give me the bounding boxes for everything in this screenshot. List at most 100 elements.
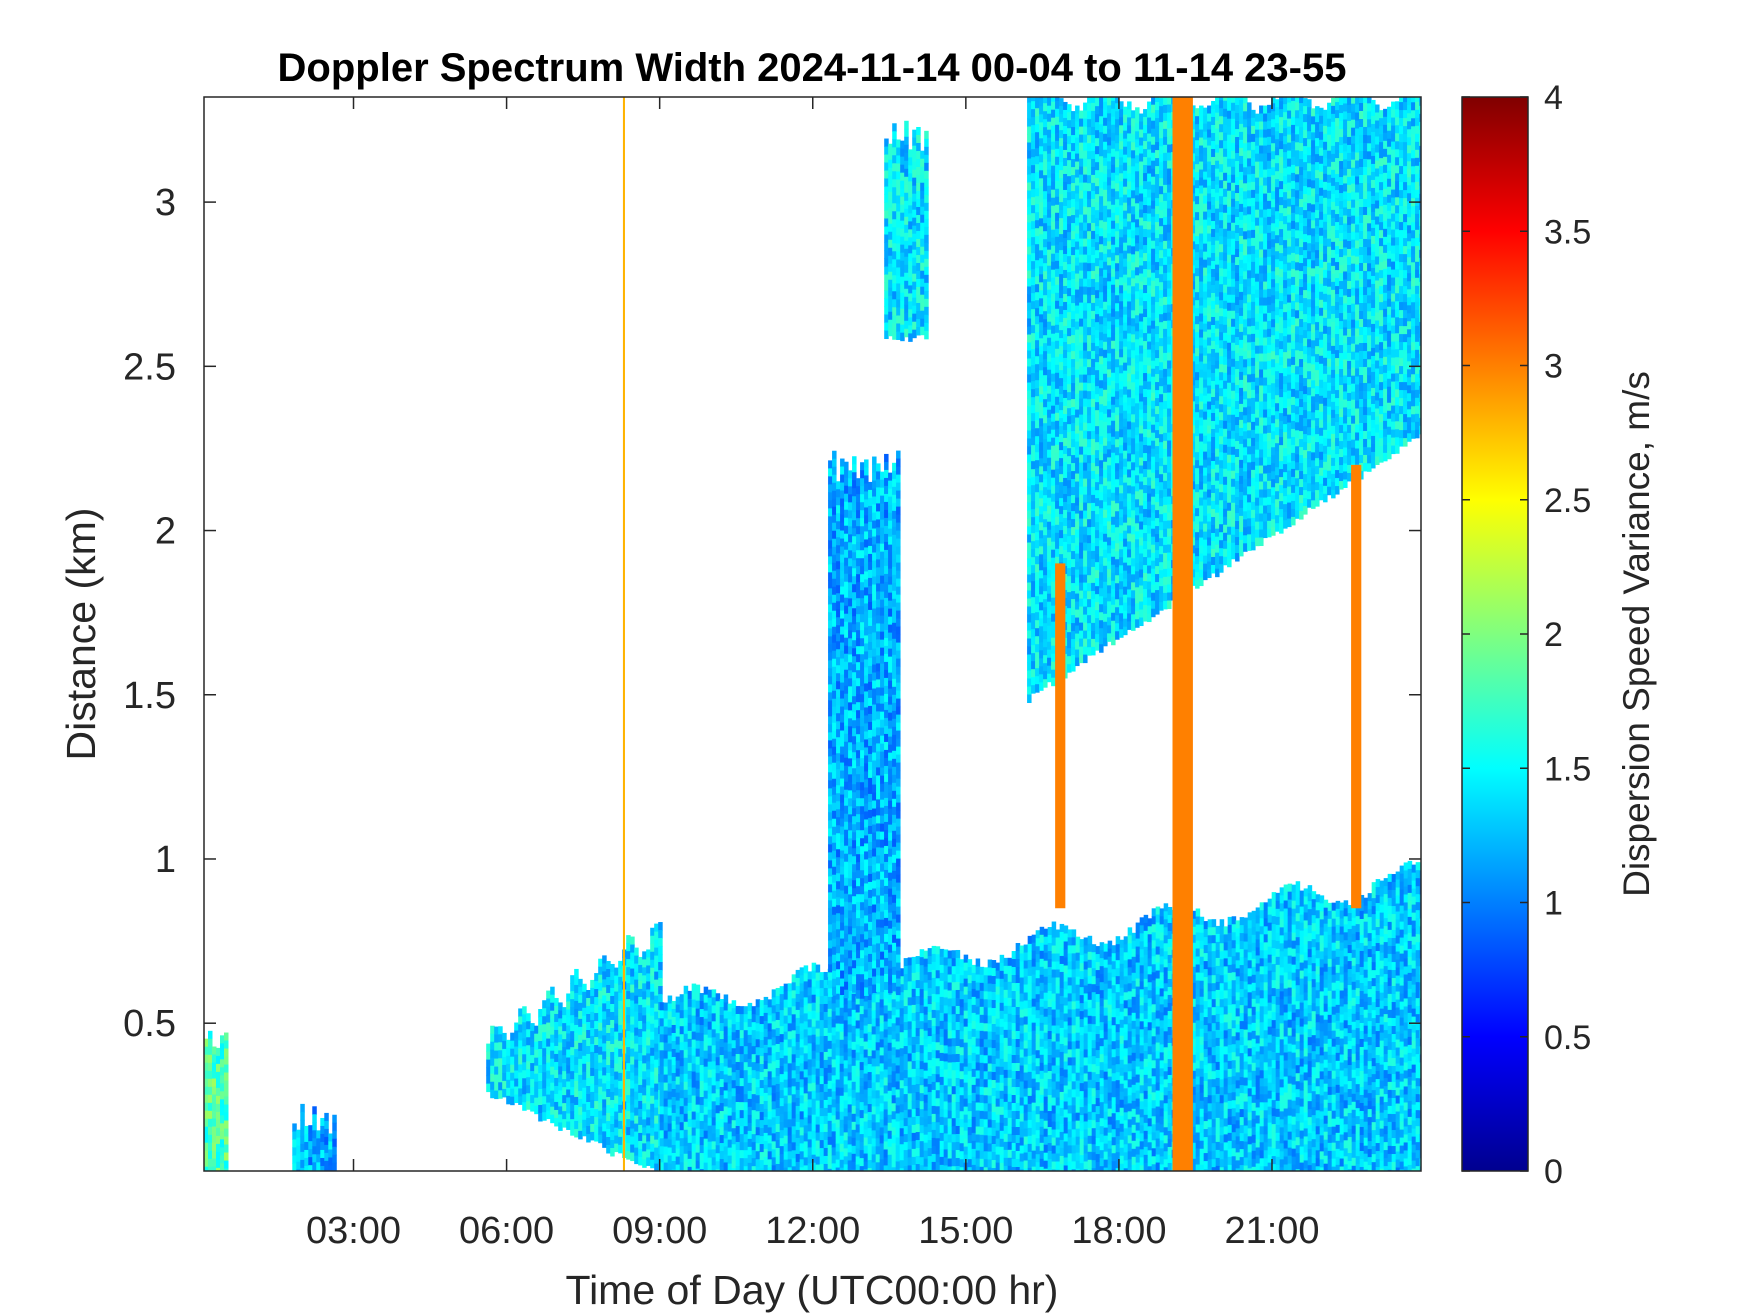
heatmap-cell <box>799 1079 805 1088</box>
heatmap-cell <box>1243 1109 1249 1119</box>
heatmap-cell <box>1231 1092 1237 1101</box>
heatmap-cell <box>791 1158 797 1167</box>
heatmap-cell <box>1111 1081 1117 1090</box>
heatmap-cell <box>667 1059 673 1069</box>
heatmap-cell <box>903 1054 909 1063</box>
heatmap-cell <box>530 1063 535 1072</box>
heatmap-cell <box>1015 991 1021 1000</box>
heatmap-cell <box>927 1100 933 1109</box>
heatmap-cell <box>1099 1006 1105 1015</box>
heatmap-cell <box>1071 945 1077 954</box>
heatmap-cell <box>939 956 945 966</box>
heatmap-cell <box>1211 1047 1217 1056</box>
heatmap-cell <box>987 983 993 993</box>
heatmap-cell <box>867 1016 873 1025</box>
heatmap-cell <box>979 1022 985 1032</box>
heatmap-cell <box>811 1130 817 1140</box>
heatmap-cell <box>923 1086 929 1096</box>
heatmap-cell <box>1219 927 1225 936</box>
heatmap-cell <box>803 1093 809 1102</box>
heatmap-cell <box>1007 1021 1013 1031</box>
heatmap-cell <box>719 1135 725 1144</box>
heatmap-cell <box>506 1095 511 1105</box>
heatmap-cell <box>851 993 857 1003</box>
heatmap-cell <box>574 1008 579 1018</box>
heatmap-cell <box>963 962 969 972</box>
heatmap-cell <box>899 1160 905 1169</box>
heatmap-cell <box>562 1079 567 1088</box>
heatmap-cell <box>1155 1154 1161 1164</box>
heatmap-cell <box>903 958 909 967</box>
heatmap-cell <box>719 1087 725 1096</box>
heatmap-cell <box>743 1022 749 1031</box>
heatmap-cell <box>526 1013 531 1022</box>
heatmap-cell <box>1063 1061 1069 1070</box>
heatmap-cell <box>1211 975 1217 984</box>
heatmap-cell <box>991 1128 997 1137</box>
heatmap-cell <box>638 1068 643 1078</box>
heatmap-cell <box>803 1157 809 1166</box>
heatmap-cell <box>999 970 1005 980</box>
heatmap-cell <box>1095 946 1101 955</box>
heatmap-cell <box>1099 1062 1105 1071</box>
heatmap-cell <box>1043 1072 1049 1082</box>
heatmap-cell <box>510 1096 515 1106</box>
heatmap-cell <box>891 1007 897 1016</box>
heatmap-cell <box>1223 950 1229 959</box>
heatmap-cell <box>943 1141 949 1150</box>
heatmap-cell <box>606 977 611 986</box>
heatmap-cell <box>1239 925 1245 934</box>
heatmap-cell <box>1247 1008 1253 1017</box>
heatmap-cell <box>654 939 659 949</box>
heatmap-cell <box>1191 1022 1197 1032</box>
heatmap-cell <box>1227 940 1233 950</box>
heatmap-cell <box>703 1170 709 1171</box>
heatmap-cell <box>783 1143 789 1153</box>
heatmap-cell <box>823 1083 829 1093</box>
heatmap-cell <box>1191 1014 1197 1024</box>
heatmap-cell <box>1071 1097 1077 1106</box>
heatmap-cell <box>490 1057 495 1067</box>
heatmap-cell <box>959 1143 965 1152</box>
heatmap-cell <box>570 1119 575 1128</box>
heatmap-cell <box>863 1153 869 1163</box>
heatmap-cell <box>534 1065 539 1075</box>
heatmap-cell <box>642 1127 647 1136</box>
heatmap-cell <box>1007 1117 1013 1127</box>
heatmap-cell <box>855 1092 861 1101</box>
heatmap-cell <box>650 1039 655 1049</box>
heatmap-cell <box>1199 1036 1205 1046</box>
heatmap-cell <box>871 1154 877 1163</box>
heatmap-cell <box>1035 1026 1041 1035</box>
heatmap-cell <box>1103 1087 1109 1097</box>
heatmap-cell <box>1095 1098 1101 1107</box>
heatmap-cell <box>923 1014 929 1024</box>
heatmap-cell <box>1219 959 1225 968</box>
heatmap-cell <box>1027 1007 1033 1017</box>
heatmap-cell <box>883 1133 889 1142</box>
heatmap-cell <box>1235 1024 1241 1033</box>
heatmap-cell <box>1163 1167 1169 1171</box>
heatmap-cell <box>691 1103 697 1113</box>
heatmap-cell <box>1027 1127 1033 1137</box>
heatmap-cell <box>1115 1136 1121 1145</box>
heatmap-cell <box>1051 929 1057 939</box>
heatmap-cell <box>663 1010 669 1020</box>
heatmap-cell <box>1015 1079 1021 1088</box>
heatmap-cell <box>610 995 615 1005</box>
heatmap-cell <box>658 994 663 1003</box>
heatmap-cell <box>550 1098 555 1108</box>
heatmap-cell <box>1143 1058 1149 1068</box>
heatmap-cell <box>1071 929 1077 938</box>
heatmap-cell <box>839 1151 845 1161</box>
heatmap-cell <box>1067 977 1073 986</box>
heatmap-cell <box>739 1158 745 1167</box>
heatmap-cell <box>1207 1071 1213 1080</box>
heatmap-cell <box>907 1053 913 1062</box>
heatmap-cell <box>1071 1033 1077 1042</box>
heatmap-cell <box>763 1148 769 1158</box>
heatmap-cell <box>1263 918 1269 927</box>
heatmap-cell <box>1063 1117 1069 1126</box>
heatmap-cell <box>1259 950 1265 959</box>
heatmap-cell <box>667 995 673 1005</box>
